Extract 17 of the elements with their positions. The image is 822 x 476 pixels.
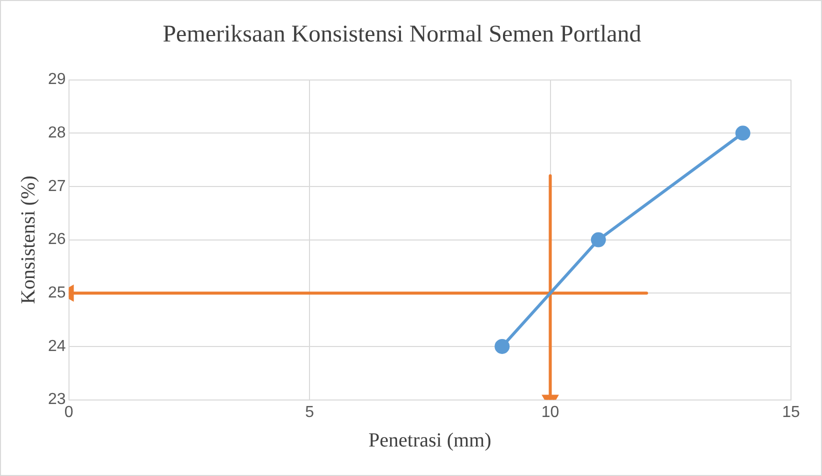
- y-tick-label: 29: [48, 71, 66, 88]
- point: [735, 126, 750, 141]
- point: [494, 338, 510, 354]
- y-tick-label: 28: [48, 124, 66, 142]
- point: [590, 232, 606, 248]
- x-tick-label: 0: [64, 404, 74, 421]
- y-tick-label: 23: [48, 391, 66, 408]
- x-tick-label: 5: [305, 404, 314, 421]
- x-axis-title: Penetrasi (mm): [368, 429, 492, 452]
- y-axis-title: Konsistensi (%): [17, 176, 40, 304]
- chart-title: Pemeriksaan Konsistensi Normal Semen Portland: [162, 22, 642, 48]
- y-tick-label: 25: [48, 284, 66, 302]
- y-tick-label: 27: [48, 178, 66, 195]
- x-tick-label: 10: [541, 404, 560, 421]
- y-tick-label: 26: [48, 231, 66, 248]
- x-tick-label: 15: [782, 404, 800, 421]
- y-tick-label: 24: [48, 338, 66, 355]
